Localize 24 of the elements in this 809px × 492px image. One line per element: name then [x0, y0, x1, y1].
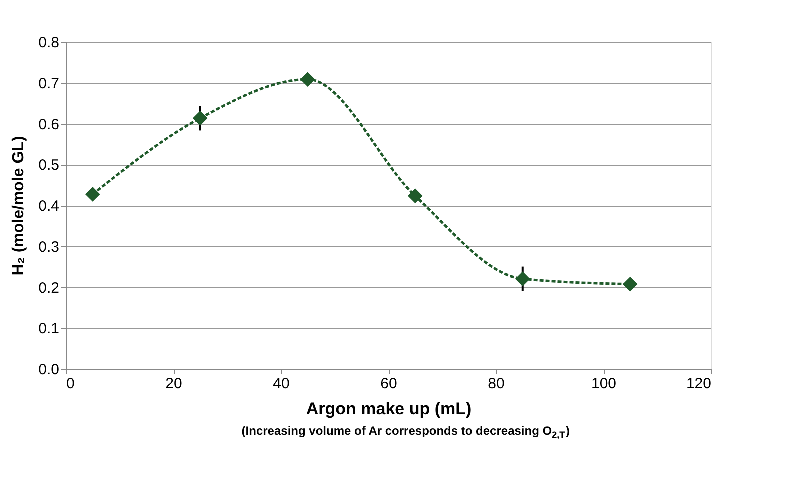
y-tick-label: 0.3 — [38, 238, 60, 256]
point — [408, 188, 423, 204]
point — [85, 187, 100, 202]
x-tick-label: 60 — [380, 376, 398, 392]
y-tick-label: 0.1 — [38, 320, 60, 338]
x-tick-label: 120 — [686, 376, 712, 392]
y-tick-label: 0.2 — [38, 280, 60, 297]
y-tick-label: 0.5 — [38, 157, 60, 174]
point — [300, 72, 316, 88]
x-tick-label: 20 — [166, 376, 182, 392]
x-tick-label: 80 — [488, 376, 505, 392]
y-tick-label: 0.0 — [38, 362, 60, 378]
y-tick-label: 0.8 — [38, 34, 60, 52]
point — [515, 272, 530, 286]
y-axis-title: H₂ (mole/mole GL) — [10, 136, 28, 276]
x-tick-label: 100 — [591, 376, 617, 392]
x-tick-label: 0 — [66, 376, 75, 392]
point — [622, 276, 638, 292]
x-tick-label: 40 — [273, 376, 290, 392]
y-tick-label: 0.7 — [38, 75, 60, 92]
y-tick-label: 0.6 — [38, 116, 60, 134]
point — [192, 111, 208, 126]
x-axis-title: Argon make up (mL) — [306, 400, 472, 418]
y-tick-label: 0.4 — [38, 198, 60, 215]
